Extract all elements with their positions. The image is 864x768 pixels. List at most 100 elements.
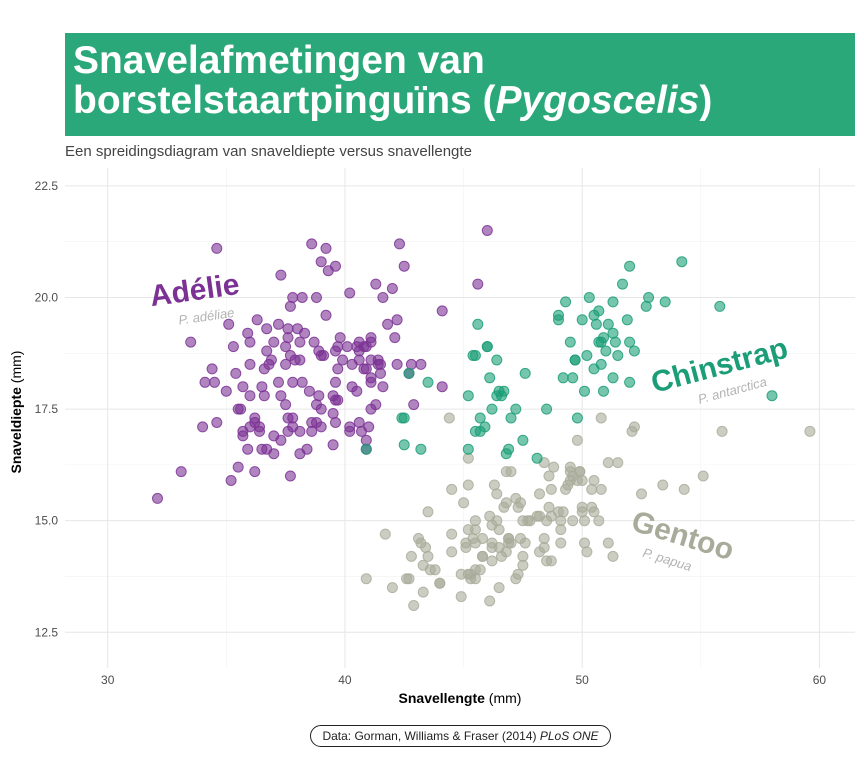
point-gentoo (422, 550, 434, 562)
point-adelie (313, 390, 325, 402)
point-adelie (386, 283, 398, 294)
point-chinstrap (598, 385, 609, 397)
point-adelie (225, 475, 237, 486)
point-gentoo (636, 488, 647, 500)
point-gentoo (543, 501, 555, 513)
point-adelie (199, 376, 211, 388)
point-chinstrap (607, 296, 619, 308)
point-chinstrap (583, 292, 595, 303)
chinstrap-label-group: Chinstrap P. antarctica (648, 332, 792, 407)
point-adelie (308, 336, 320, 348)
source-text: Data: Gorman, Williams & Fraser (2014) (322, 729, 540, 743)
point-chinstrap (519, 367, 531, 379)
point-adelie (280, 399, 292, 411)
point-adelie (220, 385, 232, 397)
point-adelie (223, 318, 235, 330)
point-adelie (382, 318, 394, 330)
point-gentoo (503, 537, 515, 549)
point-adelie (375, 358, 386, 370)
point-chinstrap (643, 292, 655, 303)
point-gentoo (443, 412, 455, 424)
point-gentoo (517, 550, 529, 562)
point-gentoo (429, 564, 441, 576)
point-gentoo (417, 586, 429, 598)
title-genus: Pygoscelis (495, 79, 700, 122)
source-caption: Data: Gorman, Williams & Fraser (2014) P… (310, 725, 611, 747)
point-gentoo (360, 573, 372, 585)
point-adelie (275, 390, 287, 402)
x-axis-title-bold: Snavellengte (399, 690, 486, 706)
point-gentoo (379, 528, 391, 540)
point-gentoo (576, 501, 588, 513)
point-adelie (320, 309, 332, 321)
point-adelie (481, 225, 493, 236)
point-gentoo (446, 483, 458, 495)
point-adelie (273, 318, 284, 330)
point-gentoo (579, 515, 590, 527)
point-adelie (436, 305, 448, 317)
point-chinstrap (564, 336, 576, 348)
point-adelie (344, 421, 356, 433)
point-adelie (330, 417, 341, 428)
point-adelie (315, 403, 327, 415)
point-adelie (377, 292, 389, 303)
point-gentoo (555, 515, 567, 527)
point-gentoo (678, 483, 690, 495)
x-tick-label: 40 (338, 673, 352, 687)
point-adelie (351, 385, 363, 397)
scatter-plot: 30 40 50 60 12.5 15.0 17.5 20.0 22.5 Adélie P. a… (8, 168, 855, 706)
point-chinstrap (398, 412, 410, 424)
point-adelie (472, 278, 484, 290)
point-chinstrap (462, 443, 474, 455)
point-chinstrap (624, 260, 636, 272)
point-chinstrap (505, 412, 517, 424)
point-gentoo (462, 479, 474, 491)
point-adelie (284, 300, 296, 312)
point-adelie (273, 376, 284, 388)
point-adelie (332, 394, 344, 406)
point-gentoo (804, 425, 816, 437)
point-chinstrap (541, 403, 553, 415)
chart-title: Snavelafmetingen van borstelstaartpinguï… (65, 33, 855, 136)
point-chinstrap (640, 300, 652, 312)
point-adelie (185, 336, 197, 348)
point-adelie (275, 269, 287, 281)
point-chinstrap (609, 336, 621, 348)
gentoo-label-group: Gentoo P. papua (628, 505, 738, 574)
point-adelie (341, 341, 353, 353)
point-adelie (320, 242, 332, 254)
point-gentoo (515, 497, 526, 509)
point-chinstrap (628, 345, 640, 357)
point-chinstrap (571, 412, 583, 424)
point-adelie (315, 421, 327, 433)
point-gentoo (567, 515, 579, 527)
point-chinstrap (479, 421, 491, 433)
point-adelie (391, 314, 403, 326)
x-tick-label: 50 (575, 673, 589, 687)
point-chinstrap (498, 385, 510, 397)
point-adelie (211, 242, 223, 254)
point-adelie (296, 292, 308, 303)
point-chinstrap (517, 434, 529, 446)
point-gentoo (474, 564, 486, 576)
y-axis-title-bold: Snaveldiepte (8, 387, 24, 474)
point-adelie (280, 358, 292, 370)
point-adelie (315, 256, 327, 268)
point-chinstrap (474, 412, 486, 424)
point-adelie (330, 260, 341, 272)
point-adelie (206, 363, 218, 375)
point-adelie (306, 238, 318, 250)
point-gentoo (500, 546, 512, 558)
point-gentoo (488, 479, 500, 491)
point-adelie (360, 363, 372, 375)
point-gentoo (586, 483, 598, 495)
point-adelie (251, 314, 263, 326)
point-adelie (211, 417, 223, 428)
point-adelie (258, 390, 270, 402)
point-adelie (280, 341, 292, 353)
point-gentoo (469, 524, 481, 536)
point-adelie (232, 461, 244, 473)
point-gentoo (493, 582, 505, 594)
x-tick-label: 30 (101, 673, 115, 687)
point-adelie (294, 354, 306, 366)
